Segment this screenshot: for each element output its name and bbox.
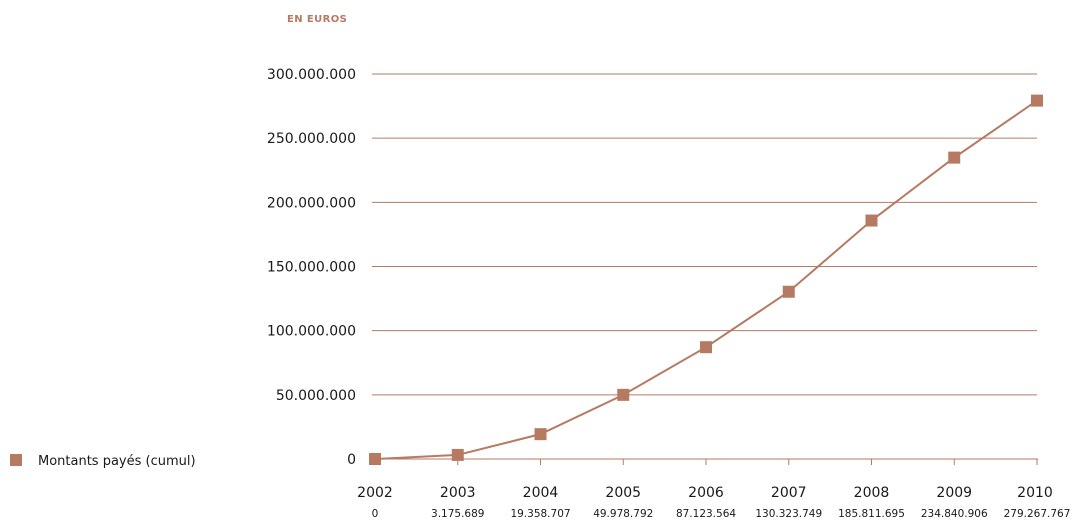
- series-montants: [369, 94, 1043, 465]
- data-label: 3.175.689: [431, 508, 484, 520]
- y-tick-label: 200.000.000: [267, 195, 356, 211]
- data-label: 19.358.707: [510, 508, 570, 520]
- data-point: [534, 428, 547, 441]
- x-tick-label: 2003: [440, 485, 476, 501]
- data-point: [700, 341, 712, 354]
- data-label: 87.123.564: [676, 508, 736, 520]
- data-label: 185.811.695: [838, 508, 905, 520]
- data-label: 49.978.792: [593, 508, 653, 520]
- data-point: [865, 214, 878, 227]
- x-tick-label: 2006: [688, 485, 724, 501]
- gridlines: [372, 73, 1037, 396]
- series-line: [374, 99, 1038, 460]
- y-tick-label: 50.000.000: [276, 388, 356, 404]
- legend: Montants payés (cumul): [10, 454, 196, 469]
- x-tick-label: 2002: [357, 485, 393, 501]
- data-label: 130.323.749: [755, 508, 822, 520]
- y-tick-label: 300.000.000: [267, 67, 356, 83]
- data-label: 279.267.767: [1004, 508, 1071, 520]
- data-point: [782, 285, 795, 298]
- data-label: 234.840.906: [921, 508, 988, 520]
- x-axis: 2002 0 2003 3.175.689 2004 19.358.707 2005 49.9…: [357, 458, 1071, 520]
- x-tick-label: 2008: [854, 485, 890, 501]
- y-axis: 0 50.000.000 100.000.000 150.000.000 200.000…: [267, 67, 356, 468]
- x-tick-label: 2005: [605, 485, 641, 501]
- data-point: [1031, 94, 1043, 107]
- y-tick-label: 250.000.000: [267, 131, 356, 147]
- y-tick-label: 0: [347, 452, 356, 468]
- x-tick-label: 2004: [523, 485, 559, 501]
- data-point: [451, 448, 464, 461]
- y-tick-label: 100.000.000: [267, 324, 356, 340]
- x-tick-label: 2009: [936, 485, 972, 501]
- data-point: [369, 453, 381, 465]
- data-label: 0: [372, 508, 379, 520]
- legend-swatch: [10, 454, 22, 466]
- x-tick-label: 2010: [1017, 485, 1053, 501]
- legend-label: Montants payés (cumul): [38, 454, 196, 469]
- unit-label: EN EUROS: [287, 14, 347, 25]
- y-tick-label: 150.000.000: [267, 260, 356, 276]
- x-tick-label: 2007: [771, 485, 807, 501]
- data-point: [617, 388, 630, 401]
- data-point: [948, 151, 961, 164]
